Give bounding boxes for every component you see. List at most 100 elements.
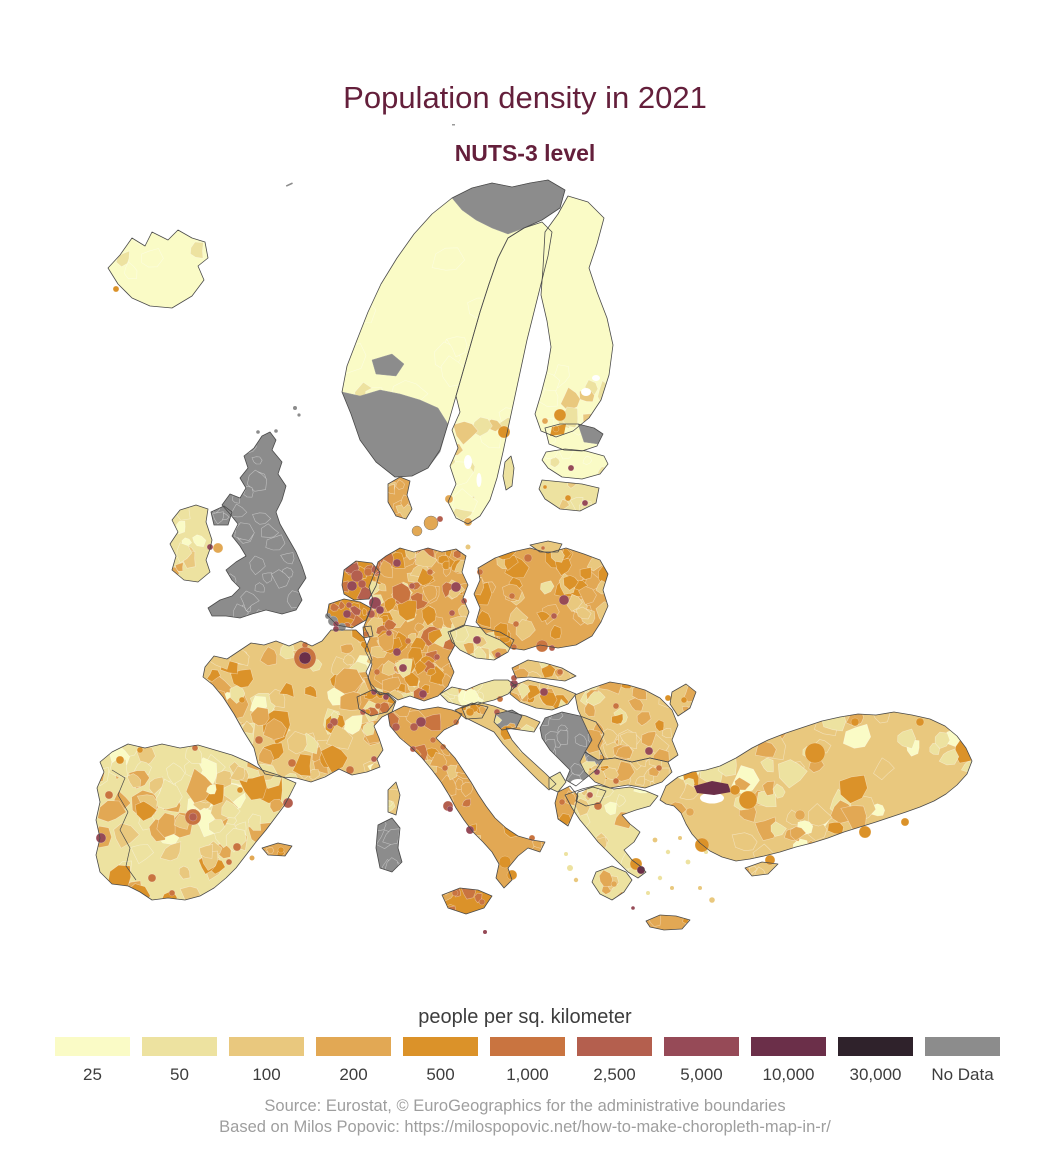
legend-swatch	[316, 1037, 391, 1056]
island-ionian-3	[564, 852, 568, 856]
city-hotspot	[236, 786, 244, 794]
island-aegean-3	[678, 836, 682, 840]
city-hotspot	[104, 790, 114, 800]
legend-item: 200	[316, 1037, 391, 1085]
no-data-overlays	[341, 179, 731, 804]
kosovo-gap	[569, 779, 587, 793]
city-hotspot	[636, 865, 646, 875]
legend-item-label: 30,000	[849, 1065, 902, 1084]
city-hotspot	[298, 651, 312, 665]
legend-swatch	[403, 1037, 478, 1056]
city-hotspot	[738, 790, 758, 810]
city-hotspot	[232, 842, 242, 852]
city-hotspot	[225, 858, 233, 866]
city-hotspot	[409, 722, 419, 732]
map-region-norway-gray-mid	[371, 353, 405, 377]
page-title: Population density in 2021	[343, 80, 707, 115]
source-line-2: Based on Milos Popovic: https://milospop…	[219, 1118, 831, 1136]
city-hotspot	[539, 687, 549, 697]
city-hotspot	[664, 694, 672, 702]
city-hotspot	[542, 484, 548, 490]
legend-item: 1,000	[490, 1037, 565, 1085]
source-attribution: Source: Eurostat, © EuroGeographics for …	[0, 1096, 1050, 1138]
city-hotspot	[915, 717, 925, 727]
city-hotspot	[408, 582, 416, 590]
city-hotspot	[452, 718, 460, 726]
island-malta	[483, 930, 487, 934]
map-region-iceland	[108, 230, 208, 308]
island-shetland-1	[293, 406, 297, 410]
city-hotspot	[900, 817, 910, 827]
island-funen	[411, 525, 423, 537]
city-hotspot	[95, 832, 107, 844]
city-hotspot	[550, 612, 558, 620]
city-hotspot	[564, 494, 572, 502]
city-hotspot	[450, 581, 462, 593]
portugal-border	[111, 769, 137, 881]
city-hotspot	[404, 637, 412, 645]
city-hotspot	[541, 417, 549, 425]
island-rhodes	[709, 897, 715, 903]
city-hotspot	[374, 702, 382, 710]
source-line-1: Source: Eurostat, © EuroGeographics for …	[264, 1097, 786, 1115]
city-hotspot	[612, 702, 620, 710]
city-hotspot	[415, 716, 427, 728]
city-hotspot	[476, 568, 484, 576]
legend-item-label: 2,500	[593, 1065, 636, 1084]
city-hotspot	[191, 744, 199, 752]
city-hotspot	[363, 567, 373, 577]
city-hotspot	[655, 764, 663, 772]
city-hotspot	[168, 889, 176, 897]
map-region-turkey	[660, 712, 972, 861]
legend-item-label: 200	[339, 1065, 368, 1084]
city-hotspot	[644, 746, 654, 756]
island-shetland-2	[297, 413, 301, 417]
city-hotspot	[441, 764, 449, 772]
legend-item: 500	[403, 1037, 478, 1085]
city-hotspot	[465, 825, 475, 835]
island-zealand	[423, 515, 439, 531]
island-ionian-1	[567, 865, 573, 871]
city-hotspot	[287, 758, 297, 768]
country-borders-layer	[95, 179, 973, 931]
city-hotspot	[558, 798, 566, 806]
city-hotspot	[512, 620, 520, 628]
legend-item: 30,000	[838, 1037, 913, 1085]
city-hotspot	[112, 285, 120, 293]
legend: 25 50 100 200 500 1,000 2,500 5,000 10,000 30,000…	[55, 1037, 1000, 1085]
city-hotspot	[254, 735, 264, 745]
city-hotspot	[552, 425, 560, 433]
island-aegean-9	[646, 891, 650, 895]
finnish-lake-2	[592, 375, 600, 381]
map-region-sweden	[448, 222, 552, 524]
legend-item: 25	[55, 1037, 130, 1085]
island-aegean-4	[657, 875, 663, 881]
legend-swatch	[577, 1037, 652, 1056]
city-hotspot	[277, 846, 285, 854]
city-hotspot	[345, 601, 353, 609]
legend-swatch	[229, 1037, 304, 1056]
city-hotspot	[581, 499, 589, 507]
city-hotspot	[523, 553, 533, 563]
city-hotspot	[326, 722, 334, 730]
marmara-sea	[700, 792, 724, 804]
city-hotspot	[342, 609, 352, 619]
city-hotspot	[392, 558, 402, 568]
legend-item-label: 10,000	[762, 1065, 815, 1084]
island-faroe-1	[256, 430, 260, 434]
legend-item-label: 500	[426, 1065, 455, 1084]
legend-swatch	[490, 1037, 565, 1056]
city-hotspot	[212, 542, 224, 554]
map-region-gotland	[503, 456, 514, 490]
city-hotspot	[375, 605, 385, 615]
city-hotspot	[436, 515, 444, 523]
map-region-croatia	[462, 702, 556, 790]
lake-vattern	[476, 473, 482, 487]
page-subtitle: NUTS-3 level	[454, 140, 596, 166]
city-hotspot	[858, 825, 872, 839]
finnish-lake-1	[581, 388, 591, 396]
legend-item-label: 1,000	[506, 1065, 549, 1084]
city-hotspot	[465, 707, 475, 717]
city-hotspot	[357, 579, 367, 589]
small-islands-layer	[249, 124, 715, 934]
